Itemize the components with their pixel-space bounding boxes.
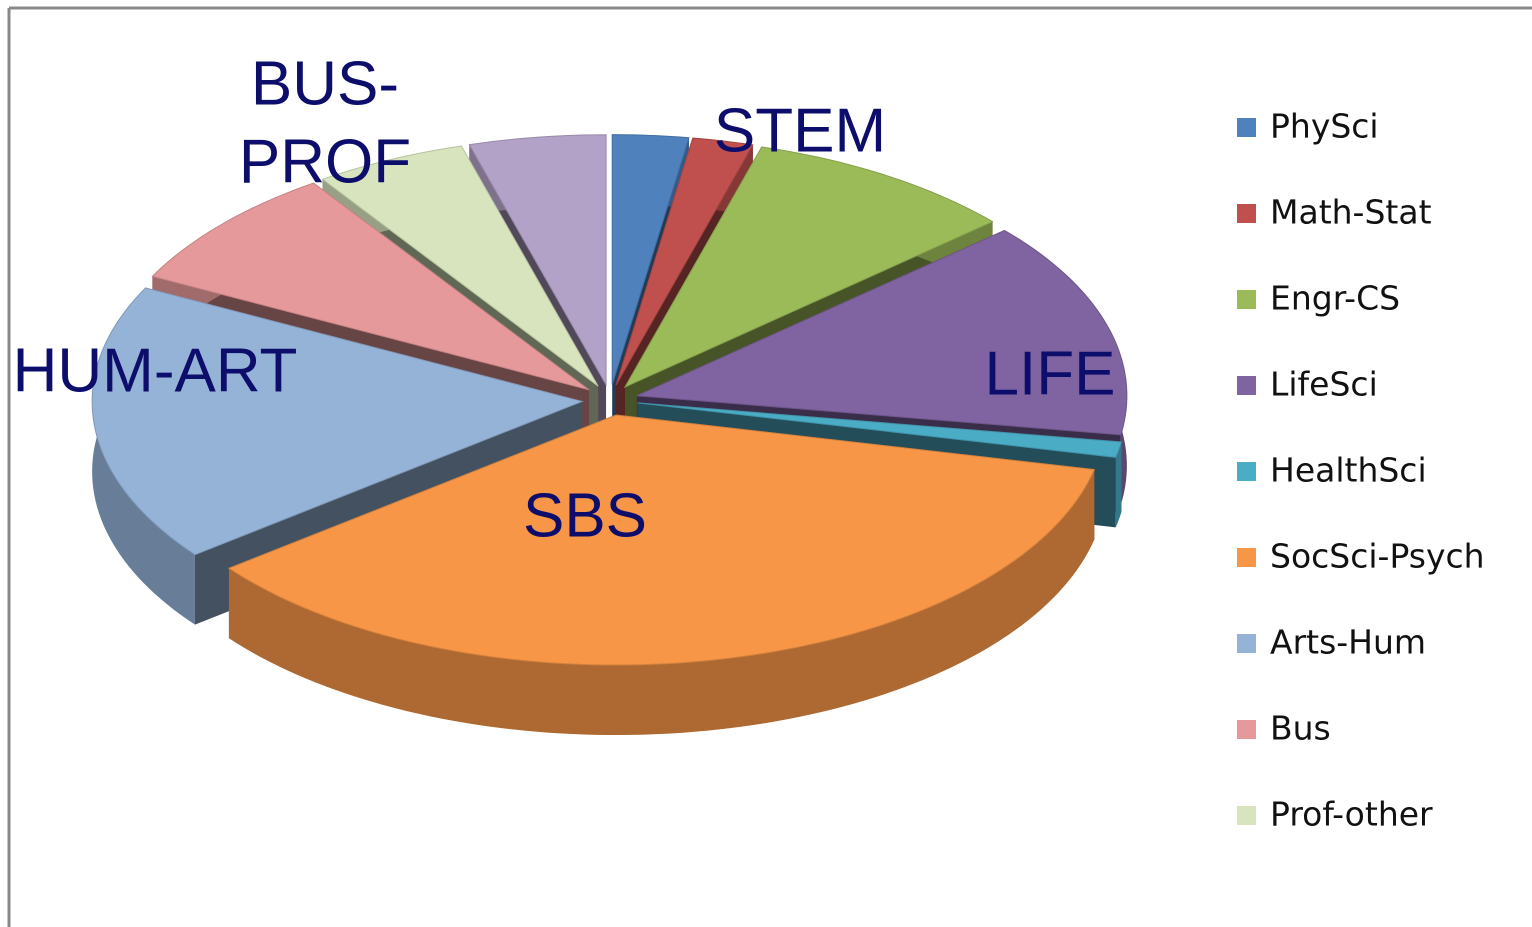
pie	[91, 134, 1128, 736]
legend-label: SocSci-Psych	[1270, 537, 1485, 576]
legend-swatch	[1237, 806, 1256, 825]
legend-label: Prof-other	[1270, 795, 1433, 834]
legend-swatch	[1237, 376, 1256, 395]
legend-swatch	[1237, 204, 1256, 223]
annotations: STEM LIFE SBS HUM-ART BUS- PROF	[13, 49, 1116, 550]
slice-side	[1115, 441, 1122, 528]
annotation: BUS-	[251, 49, 399, 118]
slice-top	[321, 145, 599, 387]
legend-label: Engr-CS	[1270, 279, 1400, 318]
legend-swatch	[1237, 118, 1256, 137]
legend-label: Math-Stat	[1270, 193, 1432, 232]
slice-top	[623, 146, 994, 389]
annotation: HUM-ART	[13, 336, 298, 405]
slice-top	[615, 137, 754, 386]
slice	[227, 414, 1096, 736]
slice-top	[91, 287, 584, 556]
slice-side	[228, 469, 1095, 736]
slice-top	[468, 134, 607, 387]
legend-swatch	[1237, 462, 1256, 481]
slice-top	[636, 229, 1128, 436]
legend-swatch	[1237, 290, 1256, 309]
legend-label: PhySci	[1270, 107, 1379, 146]
slice-top	[227, 414, 1096, 666]
slice-top	[151, 182, 590, 391]
slice-top	[637, 402, 1123, 458]
legend: PhySci Math-Stat Engr-CS LifeSci HealthSci So…	[1237, 107, 1485, 834]
legend-swatch	[1237, 548, 1256, 567]
legend-swatch	[1237, 720, 1256, 739]
legend-label: Arts-Hum	[1270, 623, 1426, 662]
legend-label: HealthSci	[1270, 451, 1427, 490]
legend-swatch	[1237, 634, 1256, 653]
slice-top	[611, 134, 690, 385]
annotation: PROF	[239, 127, 411, 196]
legend-label: Bus	[1270, 709, 1331, 748]
annotation: SBS	[523, 481, 647, 550]
legend-label: LifeSci	[1270, 365, 1378, 404]
annotation: STEM	[714, 96, 886, 165]
annotation: LIFE	[985, 339, 1116, 408]
